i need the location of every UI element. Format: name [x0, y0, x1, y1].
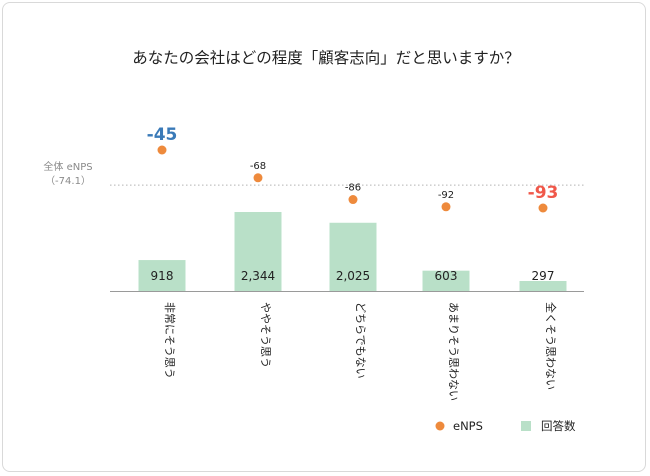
- enps-point-2: [348, 195, 358, 205]
- chart-panel: [2, 2, 646, 472]
- legend-enps-label: eNPS: [453, 419, 483, 433]
- bar-value-label-3: 603: [435, 269, 458, 283]
- response-count-bars: 918 2,344 2,025 603 297: [138, 212, 567, 291]
- bar-value-label-2: 2,025: [336, 269, 370, 283]
- enps-value-label-1: -68: [250, 161, 266, 172]
- enps-point-4: [538, 203, 548, 213]
- overall-enps-reference: 全体 eNPS （-74.1）: [43, 160, 584, 187]
- bar-value-label-1: 2,344: [241, 269, 275, 283]
- category-label-0: 非常にそう思う: [163, 302, 176, 379]
- category-label-1: ややそう思う: [259, 302, 272, 368]
- bar-0: [138, 260, 186, 291]
- enps-value-label-2: -86: [345, 183, 361, 194]
- legend-enps-marker: [435, 421, 445, 431]
- enps-point-1: [253, 173, 263, 183]
- enps-point-3: [441, 202, 451, 212]
- legend-response-marker: [521, 421, 531, 431]
- chart-title: あなたの会社はどの程度「顧客志向」だと思いますか？: [132, 49, 520, 67]
- enps-value-label-4: -93: [528, 183, 559, 203]
- category-label-3: あまりそう思わない: [447, 302, 460, 401]
- enps-value-label-3: -92: [438, 190, 454, 201]
- category-labels: 非常にそう思う ややそう思う どちらでもない あまりそう思わない 全くそう思わない: [163, 302, 558, 401]
- legend-response-label: 回答数: [541, 419, 576, 433]
- bar-1: [234, 212, 282, 291]
- bar-value-label-4: 297: [532, 269, 555, 283]
- bar-4: [519, 280, 567, 291]
- overall-enps-label: 全体 eNPS: [43, 160, 92, 173]
- category-label-2: どちらでもない: [354, 302, 367, 379]
- enps-point-0: [157, 145, 167, 155]
- bar-value-label-0: 918: [151, 269, 174, 283]
- overall-enps-value: （-74.1）: [45, 175, 91, 187]
- bar-3: [422, 270, 470, 291]
- enps-points: -45 -68 -86 -92 -93: [147, 125, 559, 213]
- legend: eNPS 回答数: [435, 419, 576, 433]
- bar-2: [329, 222, 377, 291]
- enps-value-label-0: -45: [147, 125, 178, 145]
- category-label-4: 全くそう思わない: [544, 302, 558, 390]
